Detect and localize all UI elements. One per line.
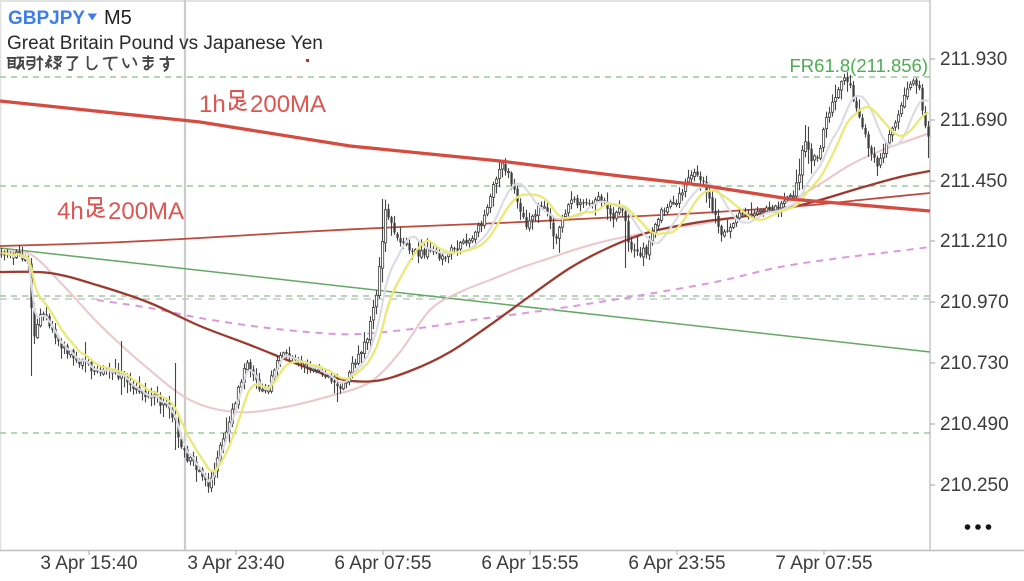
svg-text:M5: M5 xyxy=(104,7,132,29)
svg-text:6 Apr 15:55: 6 Apr 15:55 xyxy=(481,553,578,574)
svg-text:210.970: 210.970 xyxy=(940,292,1009,313)
svg-text:210.250: 210.250 xyxy=(940,475,1009,496)
svg-text:6 Apr 07:55: 6 Apr 07:55 xyxy=(334,553,431,574)
svg-text:211.690: 211.690 xyxy=(940,110,1007,131)
svg-text:200MA: 200MA xyxy=(108,198,184,225)
svg-text:200MA: 200MA xyxy=(250,91,326,118)
svg-text:Great Britain Pound vs Japanes: Great Britain Pound vs Japanese Yen xyxy=(7,33,323,54)
svg-text:211.450: 211.450 xyxy=(940,171,1007,192)
svg-text:FR61.8(211.856): FR61.8(211.856) xyxy=(790,55,929,76)
svg-text:3 Apr 23:40: 3 Apr 23:40 xyxy=(187,553,284,574)
svg-text:3 Apr 15:40: 3 Apr 15:40 xyxy=(40,553,137,574)
svg-text:210.490: 210.490 xyxy=(940,414,1009,435)
svg-text:4h: 4h xyxy=(57,198,84,225)
svg-text:GBPJPY: GBPJPY xyxy=(8,8,85,29)
svg-text:210.730: 210.730 xyxy=(940,353,1009,374)
svg-text:211.210: 211.210 xyxy=(940,231,1007,252)
svg-text:1h: 1h xyxy=(199,91,226,118)
svg-text:6 Apr 23:55: 6 Apr 23:55 xyxy=(628,553,725,574)
svg-text:7 Apr 07:55: 7 Apr 07:55 xyxy=(775,553,872,574)
svg-text:211.930: 211.930 xyxy=(940,49,1007,70)
